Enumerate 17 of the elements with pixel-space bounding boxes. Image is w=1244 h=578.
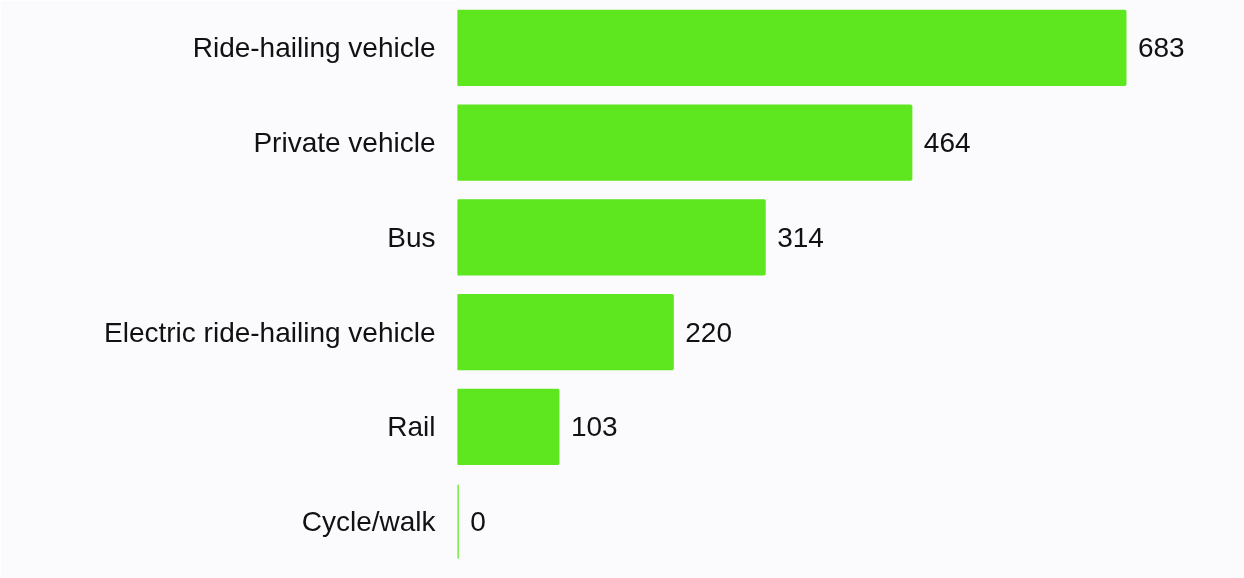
bar (457, 199, 766, 276)
y-tick-label: Private vehicle (253, 127, 436, 159)
data-label: 314 (777, 221, 824, 253)
y-tick-label: Bus (387, 221, 436, 253)
bar (457, 104, 913, 181)
data-label: 464 (923, 127, 971, 159)
data-label: 0 (470, 506, 486, 538)
y-tick-label: Ride-hailing vehicle (192, 32, 436, 64)
data-label: 220 (685, 316, 733, 348)
data-label: 683 (1137, 32, 1185, 64)
y-tick-label: Electric ride-hailing vehicle (104, 316, 436, 348)
bar (457, 293, 674, 371)
data-label: 103 (570, 411, 618, 443)
bar (457, 388, 560, 466)
bar (457, 9, 1127, 87)
y-tick-label: Cycle/walk (301, 506, 437, 538)
y-tick-label: Rail (387, 411, 436, 443)
